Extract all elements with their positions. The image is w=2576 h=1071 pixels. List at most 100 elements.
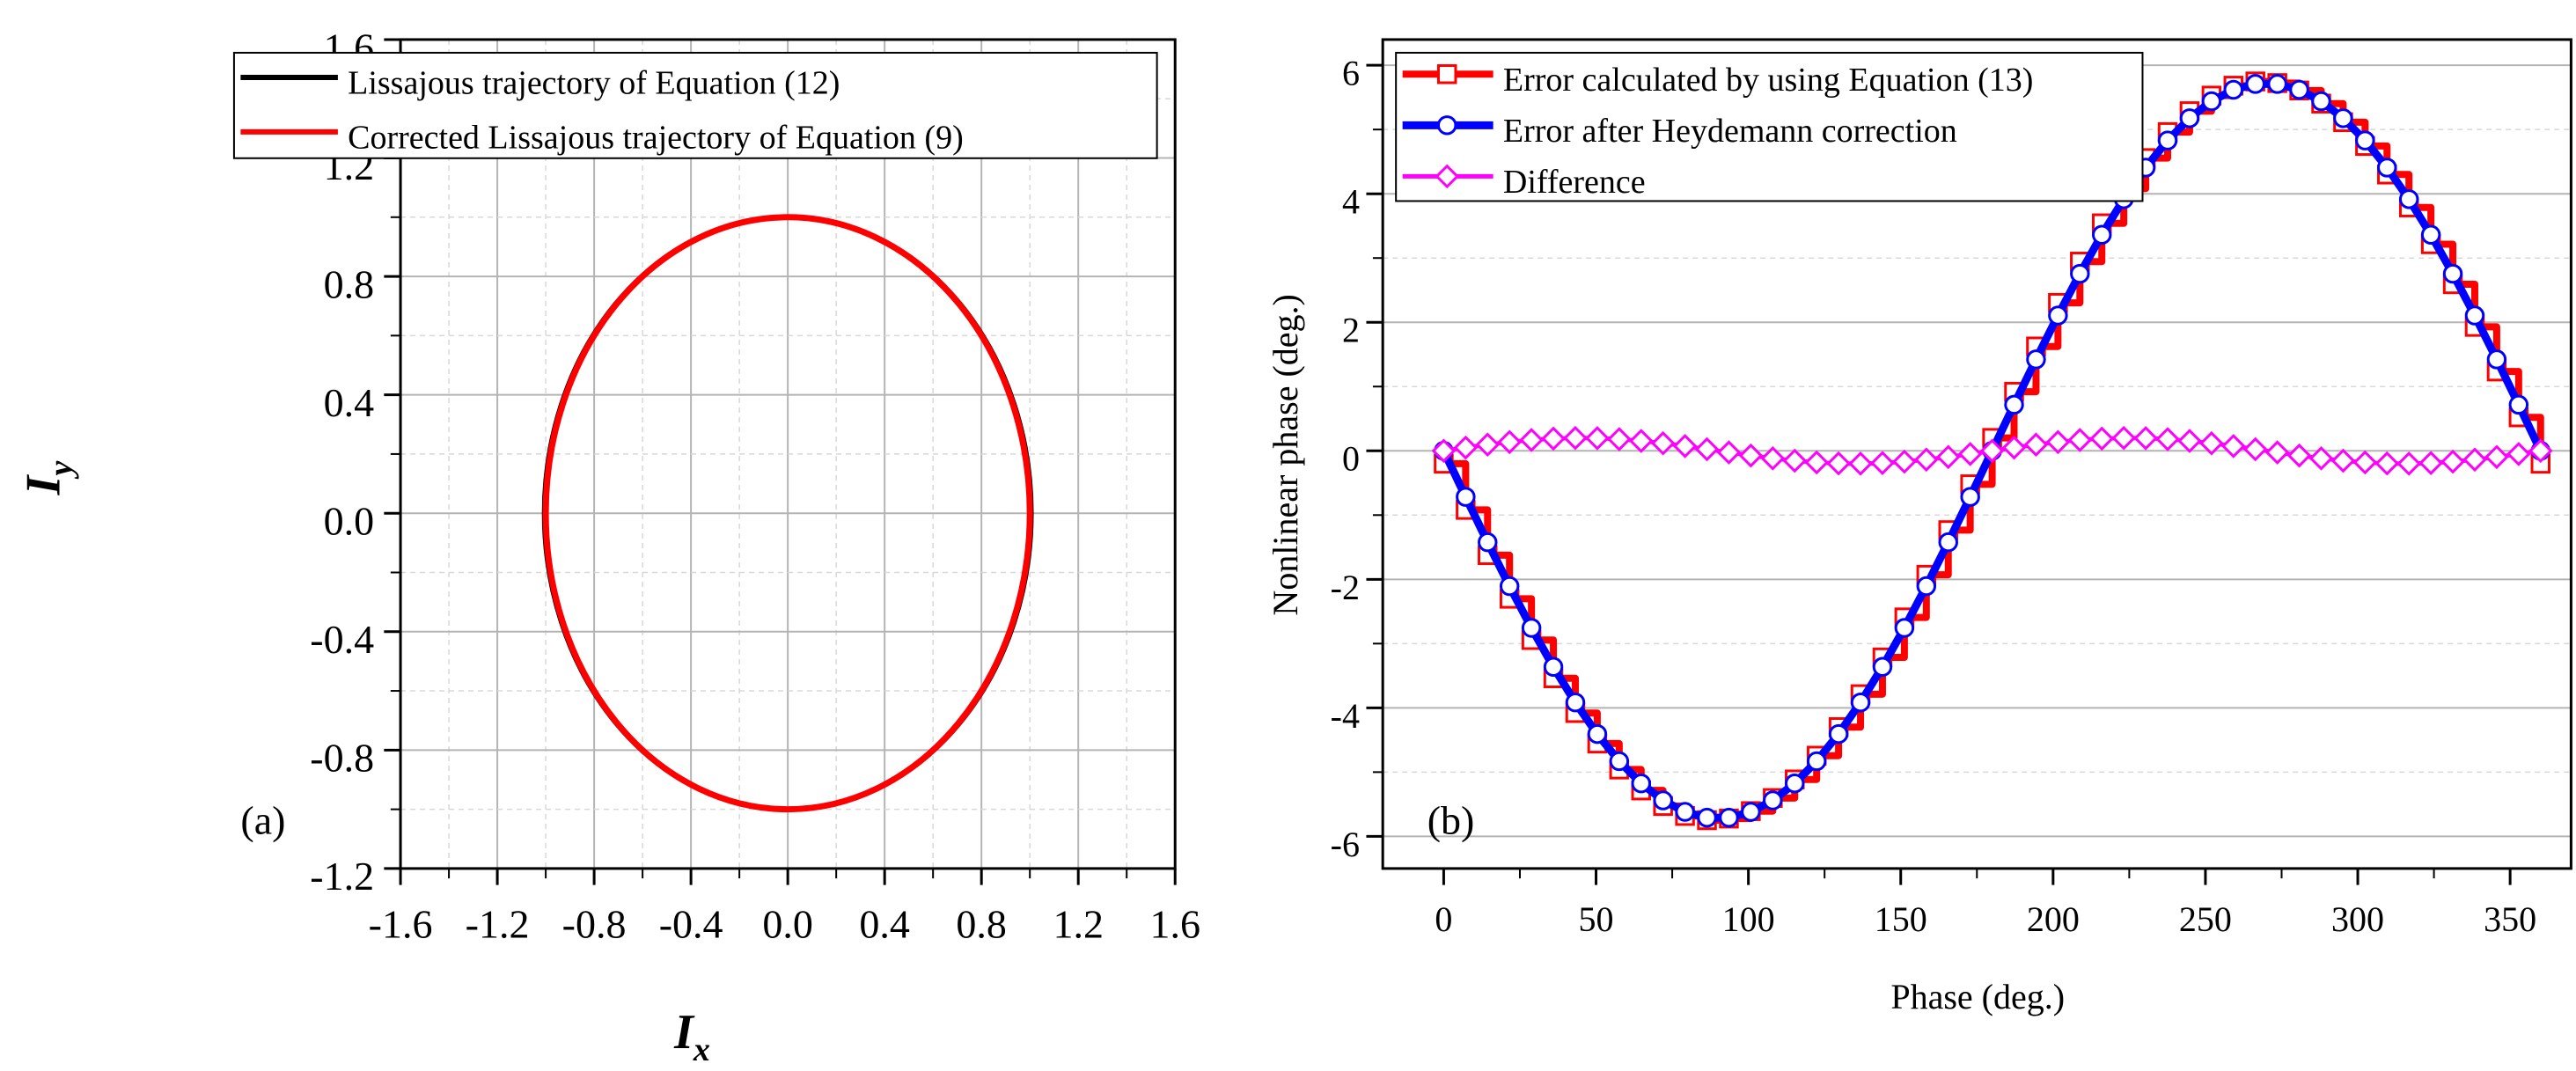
panel-a: -1.6 -1.2 -0.8 -0.4 0.0 0.4 0.8 1.2 1.6-1.2-0.8-… [16,25,1200,1068]
panel-a-ticks [384,38,1177,885]
panel-b-point-difference [1672,434,1698,458]
panel-b-y-axis-title: Nonlinear phase (deg.) [1266,294,1305,615]
panel-a-legend-label-1: Corrected Lissajous trajectory of Equati… [348,120,964,157]
panel-a-x-tick-label: -0.4 [659,902,723,947]
panel-b-point-difference [2308,446,2334,471]
panel-b-y-tick-label: -4 [1331,696,1360,736]
panel-a-grid [400,38,1177,869]
panel-b-point-difference [1979,438,2005,464]
panel-b-point-difference [2462,447,2487,473]
panel-a-x-tick-label: 0.4 [859,902,910,947]
panel-a-x-axis-title-main: I [673,1005,695,1060]
panel-a-tick-labels: -1.6 -1.2 -0.8 -0.4 0.0 0.4 0.8 1.2 1.6-1.2-0.8-… [310,25,1200,946]
panel-b-point-blue-error [2048,305,2068,326]
panel-b-point-blue-error [2245,74,2265,94]
panel-b-point-difference [1431,438,1457,464]
panel-b-legend-label-1: Error after Heydemann correction [1503,113,1957,150]
panel-b-point-blue-error [1938,532,1958,553]
panel-b-point-difference [1628,429,1654,453]
panel-b-point-blue-error [2289,79,2309,100]
panel-b-point-difference [2133,426,2158,451]
panel-a-x-tick-label: -1.6 [369,902,433,947]
panel-b-point-blue-error [1697,807,1717,828]
panel-a-legend-label-0: Lissajous trajectory of Equation (12) [348,65,840,102]
panel-b-point-blue-error [2026,349,2046,370]
panel-b-point-difference [1782,448,1808,473]
panel-a-x-tick-label: -0.8 [562,902,627,947]
panel-b-point-blue-error [2091,224,2112,246]
panel-b-legend-marker-red-error [1436,64,1457,84]
panel-b-legend-label-0: Error calculated by using Equation (13) [1503,62,2034,99]
panel-b-point-difference [1497,429,1523,455]
panel-b-point-blue-error [2464,305,2485,326]
panel-b-legend-swatch-0 [1402,64,1493,84]
panel-b-x-tick-label: 200 [2027,899,2080,939]
panel-b-point-difference [1826,451,1851,476]
panel-b-point-difference [2374,451,2400,476]
panel-b-point-difference [1585,426,1610,451]
panel-b-point-difference [1519,428,1544,452]
panel-b-point-difference [2089,426,2115,451]
panel-b-tick-labels: 0 50 100 150 200 250 300 350 -6 -4 -2 0 2 4 6 [1331,54,2537,939]
panel-b-y-tick-label: -2 [1331,568,1360,607]
panel-a-x-tick-label: 0.8 [956,902,1007,947]
panel-b-point-difference [2111,425,2136,451]
panel-b-point-blue-error [1631,773,1651,794]
panel-b-point-blue-error [1763,790,1783,811]
panel-b-point-difference [2199,430,2224,456]
panel-b-point-difference [2001,435,2027,460]
panel-b-point-blue-error [2004,394,2024,415]
panel-b-point-difference [2286,443,2312,468]
panel-a-label: (a) [240,798,285,843]
panel-b-point-difference [1650,430,1676,456]
panel-a-x-tick-label: 1.6 [1149,902,1200,947]
panel-b-y-tick-label: 2 [1342,311,1360,350]
panel-b-point-blue-error [1960,487,1980,507]
panel-b-point-difference [1870,451,1895,475]
panel-a-y-axis-title-sub: y [42,461,79,480]
panel-b-ticks [1366,63,2512,885]
panel-b-y-tick-label: 4 [1342,182,1360,222]
panel-b-point-difference [2220,434,2246,458]
panel-b-point-difference [1914,447,1939,473]
panel-b-x-tick-label: 50 [1579,899,1614,939]
panel-b-point-blue-error [2377,158,2397,178]
panel-b-frame [1381,38,2572,870]
panel-b-point-blue-error [1741,802,1761,822]
panel-a-x-axis-title-sub: x [693,1031,710,1068]
panel-b-y-tick-label: 0 [1342,439,1360,479]
panel-b-legend-box [1395,51,2144,202]
panel-b-point-difference [2023,432,2049,458]
panel-b: 0 50 100 150 200 250 300 350 -6 -4 -2 0 2 4 6 Phase (d… [1266,38,2572,1016]
panel-b-point-blue-error [2442,263,2463,284]
panel-a-x-tick-label: -1.2 [466,902,530,947]
panel-b-point-blue-error [2486,349,2507,370]
panel-b-point-blue-error [2267,74,2287,94]
panel-b-point-difference [1694,436,1720,462]
panel-b-point-difference [2352,450,2378,475]
panel-b-point-difference [1541,426,1566,451]
panel-b-point-difference [2506,442,2531,466]
panel-b-point-difference [2242,436,2268,462]
panel-b-point-blue-error [2398,189,2419,209]
panel-b-point-difference [1935,444,1961,470]
panel-b-legend: Error calculated by using Equation (13) … [1395,51,2144,202]
panel-b-point-blue-error [2179,108,2200,128]
panel-b-legend-swatch-2 [1402,164,1493,189]
panel-b-point-difference [2528,438,2553,464]
panel-a-y-tick-label: 0.0 [324,499,375,544]
panel-a-y-tick-label: -0.4 [310,617,374,662]
panel-b-point-blue-error [2355,130,2375,150]
panel-b-x-tick-label: 250 [2179,899,2232,939]
panel-b-point-blue-error [1872,657,1893,678]
panel-b-point-difference [2396,451,2422,476]
panel-b-x-tick-label: 350 [2484,899,2536,939]
panel-b-legend-marker-blue-error [1436,115,1457,136]
panel-b-point-difference [1957,442,1983,466]
panel-b-x-tick-label: 0 [1435,899,1452,939]
panel-a-y-axis-title: Iy [16,461,79,496]
panel-b-point-difference [1760,446,1786,471]
panel-b-point-difference [1475,432,1501,458]
panel-b-point-blue-error [1828,723,1849,745]
